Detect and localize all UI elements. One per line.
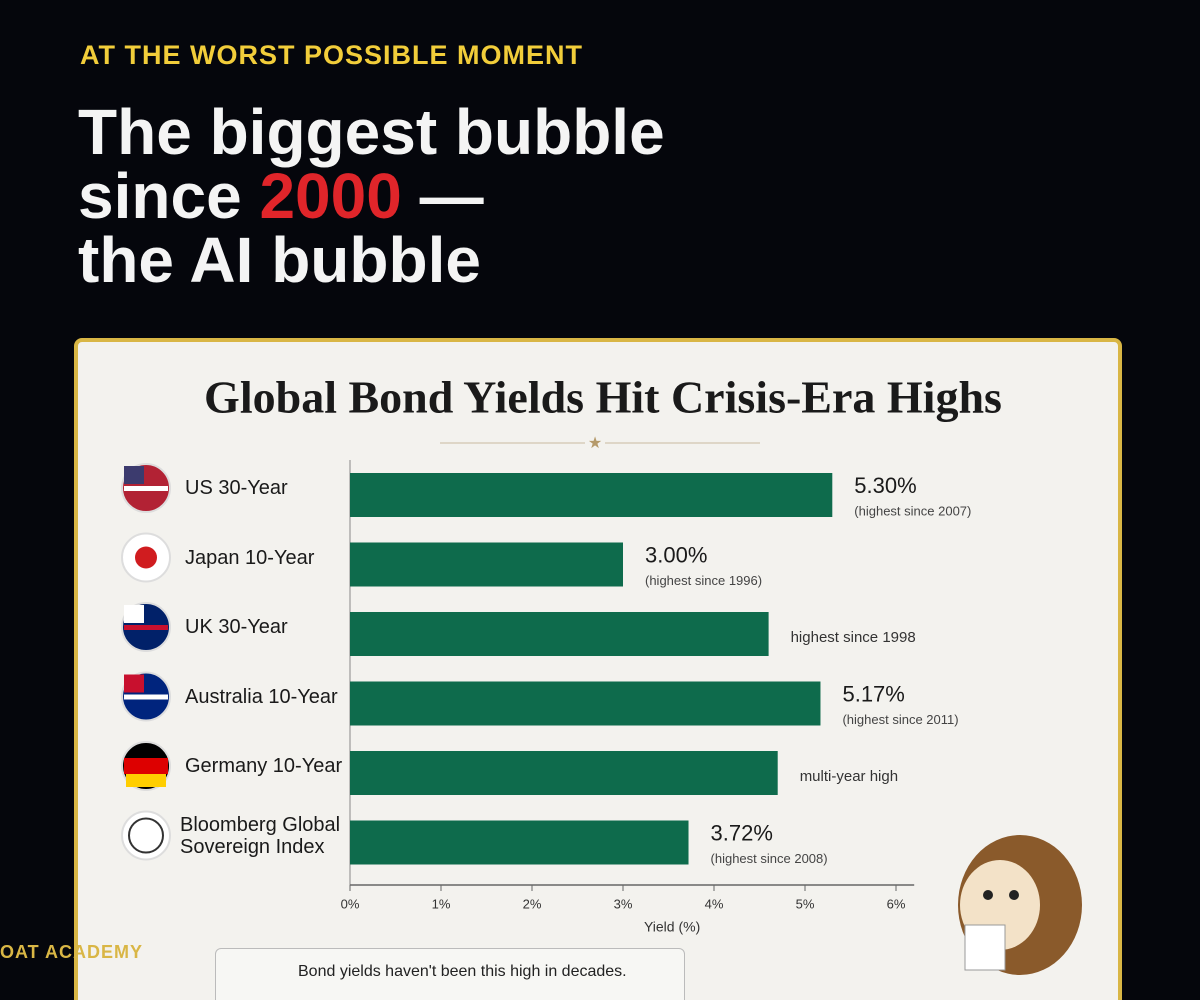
bar: [350, 473, 833, 517]
flag-detail: [124, 625, 168, 630]
footer-note-text: Bond yields haven't been this high in de…: [298, 963, 627, 980]
flag-detail: [124, 605, 144, 623]
flag-detail: [128, 817, 164, 854]
value-label: 5.17%: [842, 681, 904, 706]
value-note: (highest since 2007): [854, 503, 971, 518]
bar: [350, 612, 769, 656]
headline-line: the AI bubble: [78, 224, 481, 296]
y-tick-label: Australia 10-Year: [185, 685, 338, 708]
headline: The biggest bubble since 2000 — the AI b…: [78, 100, 665, 292]
x-tick-label: 0%: [341, 896, 360, 911]
y-tick-label: US 30-Year: [185, 477, 288, 499]
bar: [350, 820, 689, 865]
value-note: (highest since 2008): [711, 851, 828, 866]
y-tick-label: Japan 10-Year: [185, 546, 315, 569]
x-tick-label: 2%: [523, 896, 542, 911]
value-note: (highest since 2011): [842, 712, 958, 727]
x-tick-label: 3%: [614, 896, 633, 911]
flag-detail: [124, 694, 168, 700]
value-note: (highest since 1996): [645, 573, 762, 588]
mascot-notepad: [964, 924, 1006, 971]
x-tick-label: 1%: [432, 896, 451, 911]
value-label: 3.72%: [711, 820, 773, 845]
value-label: 5.30%: [854, 473, 916, 498]
kicker: AT THE WORST POSSIBLE MOMENT: [80, 40, 583, 70]
chart-card: [74, 338, 1122, 1000]
watermark: OAT ACADEMY: [0, 942, 143, 962]
bar: [350, 542, 623, 587]
x-tick-label: 5%: [796, 896, 815, 911]
chart-title: Global Bond Yields Hit Crisis-Era Highs: [204, 372, 1002, 423]
divider-star: ★: [588, 435, 602, 452]
x-axis-label: Yield (%): [644, 919, 700, 935]
x-tick-label: 6%: [887, 896, 906, 911]
value-note: highest since 1998: [791, 629, 916, 646]
flag-detail: [135, 546, 157, 569]
flag-detail: [124, 486, 168, 491]
headline-line: since: [78, 160, 242, 232]
value-label: 3.00%: [645, 542, 707, 567]
headline-line: —: [419, 160, 484, 232]
y-tick-label: UK 30-Year: [185, 616, 288, 638]
bar: [350, 681, 821, 726]
y-tick-label: Germany 10-Year: [185, 755, 343, 777]
flag-detail: [124, 466, 144, 484]
headline-highlight: 2000: [259, 160, 402, 232]
x-tick-label: 4%: [705, 896, 724, 911]
bar: [350, 751, 778, 795]
flag-detail: [124, 758, 168, 774]
mascot-eye: [1009, 890, 1019, 900]
footer-note: Bond yields haven't been this high in de…: [215, 948, 685, 1000]
flag-detail: [126, 774, 166, 787]
value-note: multi-year high: [800, 768, 898, 785]
flag-detail: [124, 674, 144, 693]
mascot-eye: [983, 890, 993, 900]
headline-line: The biggest bubble: [78, 96, 665, 168]
y-tick-label: Bloomberg Global Sovereign Index: [180, 813, 341, 858]
